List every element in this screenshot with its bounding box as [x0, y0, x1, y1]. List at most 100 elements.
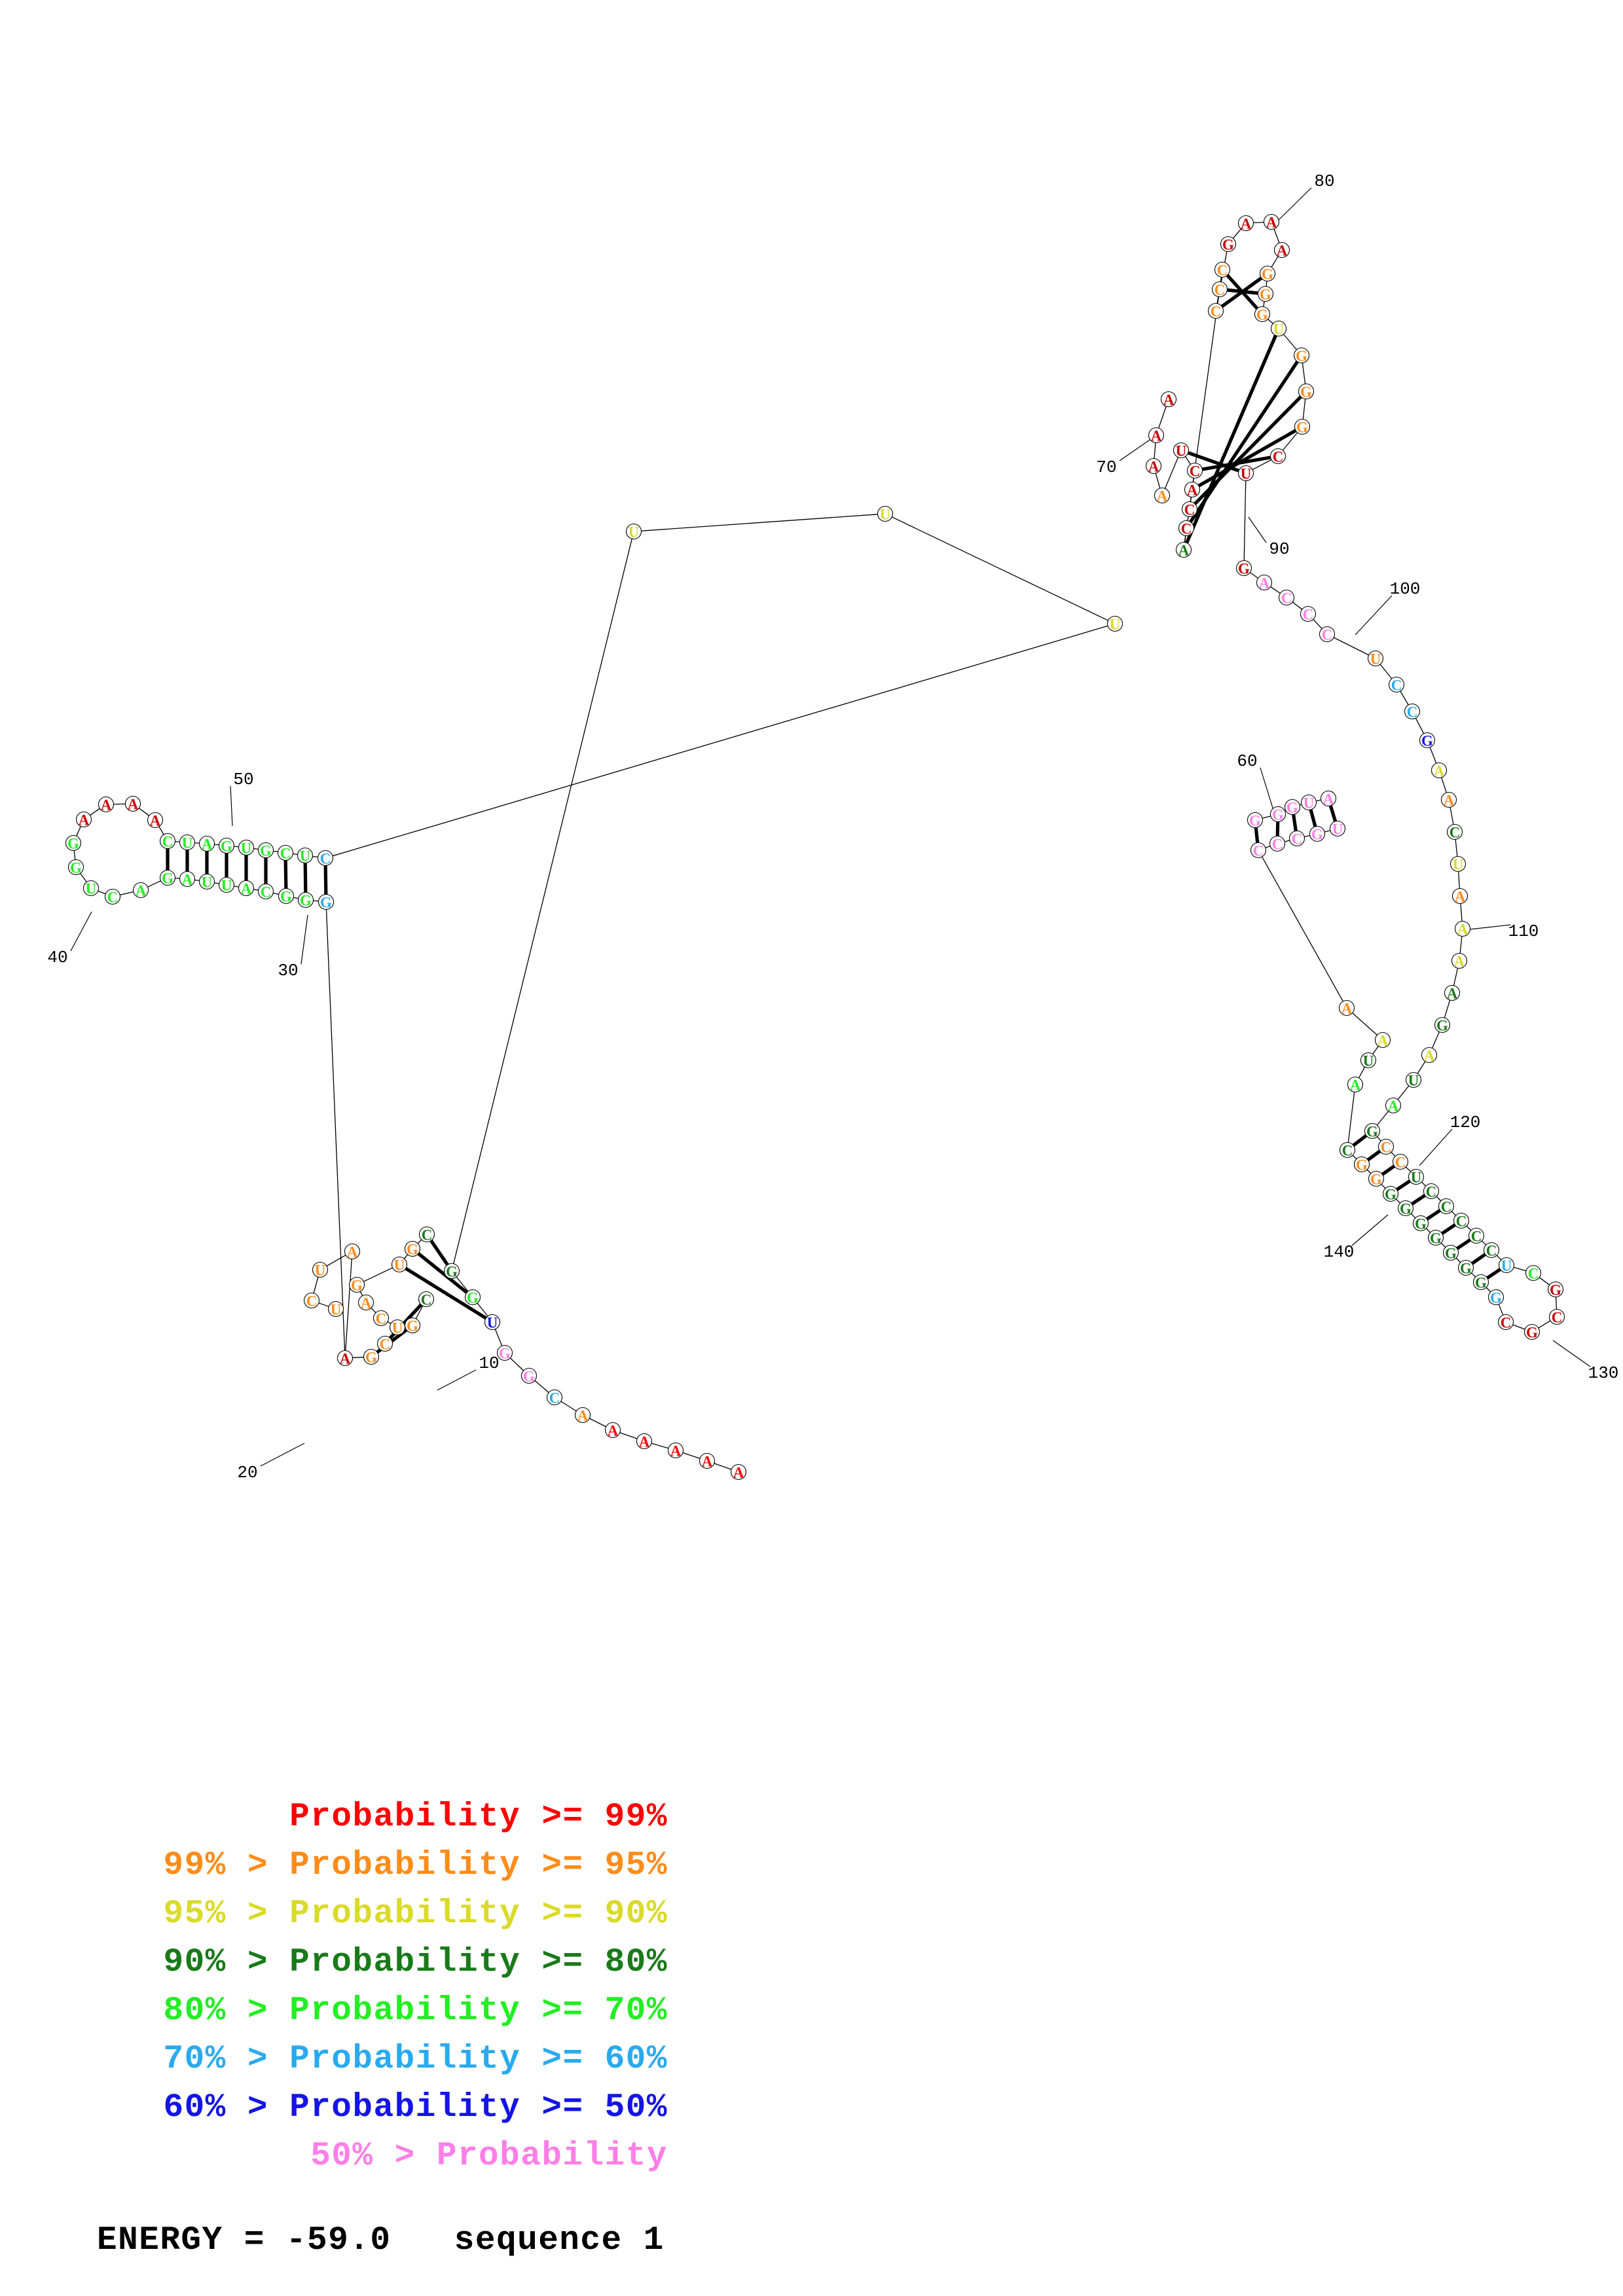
- nucleotide-circle: [1259, 265, 1276, 282]
- backbone-segment: [80, 872, 87, 883]
- nucleotide: C: [1423, 1183, 1440, 1200]
- nucleotide-circle: [389, 1319, 406, 1336]
- nucleotide-circle: [520, 1367, 538, 1384]
- nucleotide-circle: [1154, 487, 1171, 504]
- nucleotide-letter: A: [1266, 215, 1277, 231]
- nucleotide: G: [1419, 732, 1436, 749]
- position-leader-line: [301, 914, 308, 965]
- nucleotide-circle: [1145, 457, 1162, 475]
- nucleotide-letter: G: [1460, 1261, 1472, 1277]
- nucleotide-circle: [546, 1389, 563, 1406]
- nucleotide-circle: [391, 1256, 408, 1273]
- nucleotide-circle: [1423, 1183, 1440, 1200]
- backbone-segment: [158, 826, 164, 835]
- backbone-segment: [1270, 586, 1281, 594]
- backbone-segment: [456, 1276, 469, 1292]
- nucleotide-circle: [1338, 999, 1355, 1016]
- nucleotide: A: [1385, 1097, 1402, 1115]
- nucleotide-letter: G: [67, 836, 79, 852]
- backbone-segment: [313, 1276, 319, 1294]
- nucleotide-letter: G: [1272, 807, 1284, 823]
- nucleotide-letter: G: [260, 843, 272, 859]
- nucleotide-letter: A: [79, 812, 90, 829]
- nucleotide-circle: [159, 869, 176, 886]
- nucleotide-letter: G: [1286, 800, 1298, 816]
- nucleotide-letter: C: [422, 1227, 433, 1244]
- nucleotide-letter: G: [407, 1318, 418, 1335]
- backbone-segment: [1352, 1155, 1357, 1160]
- nucleotide-letter: G: [1366, 1124, 1378, 1140]
- backbone-segment: [1324, 830, 1331, 833]
- nucleotide-letter: A: [150, 813, 161, 829]
- position-label-layer: 10 20 30 40 50 60 70 80 90 100 110 120 130 140: [47, 171, 1618, 1482]
- nucleotide-letter: G: [1526, 1325, 1538, 1341]
- nucleotide: C: [418, 1291, 435, 1308]
- backbone-segment: [376, 1348, 380, 1352]
- nucleotide-circle: [238, 880, 255, 897]
- nucleotide-circle: [312, 1261, 329, 1278]
- nucleotide-letter: U: [221, 878, 232, 894]
- backbone-segment: [1539, 1277, 1550, 1285]
- nucleotide: C: [1186, 462, 1203, 480]
- nucleotide-circle: [1293, 347, 1310, 364]
- nucleotide: G: [1284, 798, 1301, 816]
- backbone-segment: [1458, 871, 1460, 889]
- nucleotide: A: [1145, 457, 1162, 475]
- nucleotide-circle: [699, 1452, 716, 1469]
- nucleotide: G: [443, 1263, 460, 1280]
- nucleotide-circle: [1148, 427, 1165, 444]
- nucleotide: C: [376, 1335, 393, 1353]
- nucleotide: C: [277, 844, 294, 862]
- nucleotide: A: [1154, 487, 1171, 505]
- legend-row: 80% > Probability >= 70%: [163, 1992, 668, 2030]
- nucleotide: A: [1237, 215, 1254, 232]
- nucleotide-letter: A: [1454, 954, 1465, 970]
- backbone-segment: [892, 516, 1108, 621]
- nucleotide-letter: A: [202, 836, 213, 853]
- nucleotide-circle: [1364, 1122, 1381, 1139]
- position-label: 10: [479, 1354, 499, 1373]
- nucleotide-circle: [1385, 1097, 1402, 1114]
- backbone-segment: [332, 625, 1108, 857]
- nucleotide: U: [484, 1314, 501, 1331]
- nucleotide-circle: [1211, 281, 1228, 298]
- nucleotide-letter: U: [1501, 1258, 1512, 1274]
- nucleotide: G: [1434, 1016, 1451, 1034]
- nucleotide: C: [1446, 823, 1463, 841]
- nucleotide-letter: U: [1110, 617, 1121, 633]
- nucleotide-circle: [1431, 762, 1448, 779]
- position-leader-line: [1351, 1214, 1389, 1246]
- nucleotide-circle: [1368, 1170, 1385, 1187]
- nucleotide-circle: [1186, 462, 1203, 479]
- nucleotide: A: [1175, 541, 1192, 559]
- nucleotide-circle: [1487, 1289, 1504, 1306]
- nucleotide-letter: G: [1262, 266, 1273, 283]
- nucleotide-circle: [1446, 823, 1463, 840]
- nucleotide: G: [1309, 825, 1326, 843]
- nucleotide: C: [546, 1389, 563, 1407]
- nucleotide-circle: [1235, 560, 1252, 577]
- nucleotide-letter: C: [261, 884, 272, 901]
- legend-row: 99% > Probability >= 95%: [163, 1847, 668, 1884]
- nucleotide-letter: C: [1253, 843, 1264, 859]
- nucleotide-letter: G: [1385, 1187, 1396, 1203]
- nucleotide-letter: A: [670, 1443, 682, 1460]
- nucleotide: G: [1397, 1200, 1414, 1217]
- nucleotide: A: [147, 812, 164, 829]
- nucleotide-letter: A: [1178, 543, 1190, 559]
- backbone-segment: [682, 1452, 701, 1459]
- nucleotide-circle: [1294, 418, 1311, 435]
- nucleotide-circle: [297, 847, 314, 864]
- position-label: 50: [233, 770, 253, 789]
- nucleotide: U: [1408, 1168, 1425, 1186]
- nucleotide: U: [179, 834, 196, 852]
- backbone-segment: [589, 1418, 607, 1427]
- backbone-segment: [253, 848, 259, 850]
- nucleotide-circle: [1309, 825, 1326, 842]
- position-leader-line: [1260, 767, 1275, 813]
- nucleotide-circle: [277, 844, 294, 861]
- nucleotide: U: [327, 1300, 344, 1318]
- nucleotide: U: [218, 876, 235, 894]
- nucleotide-circle: [147, 812, 164, 829]
